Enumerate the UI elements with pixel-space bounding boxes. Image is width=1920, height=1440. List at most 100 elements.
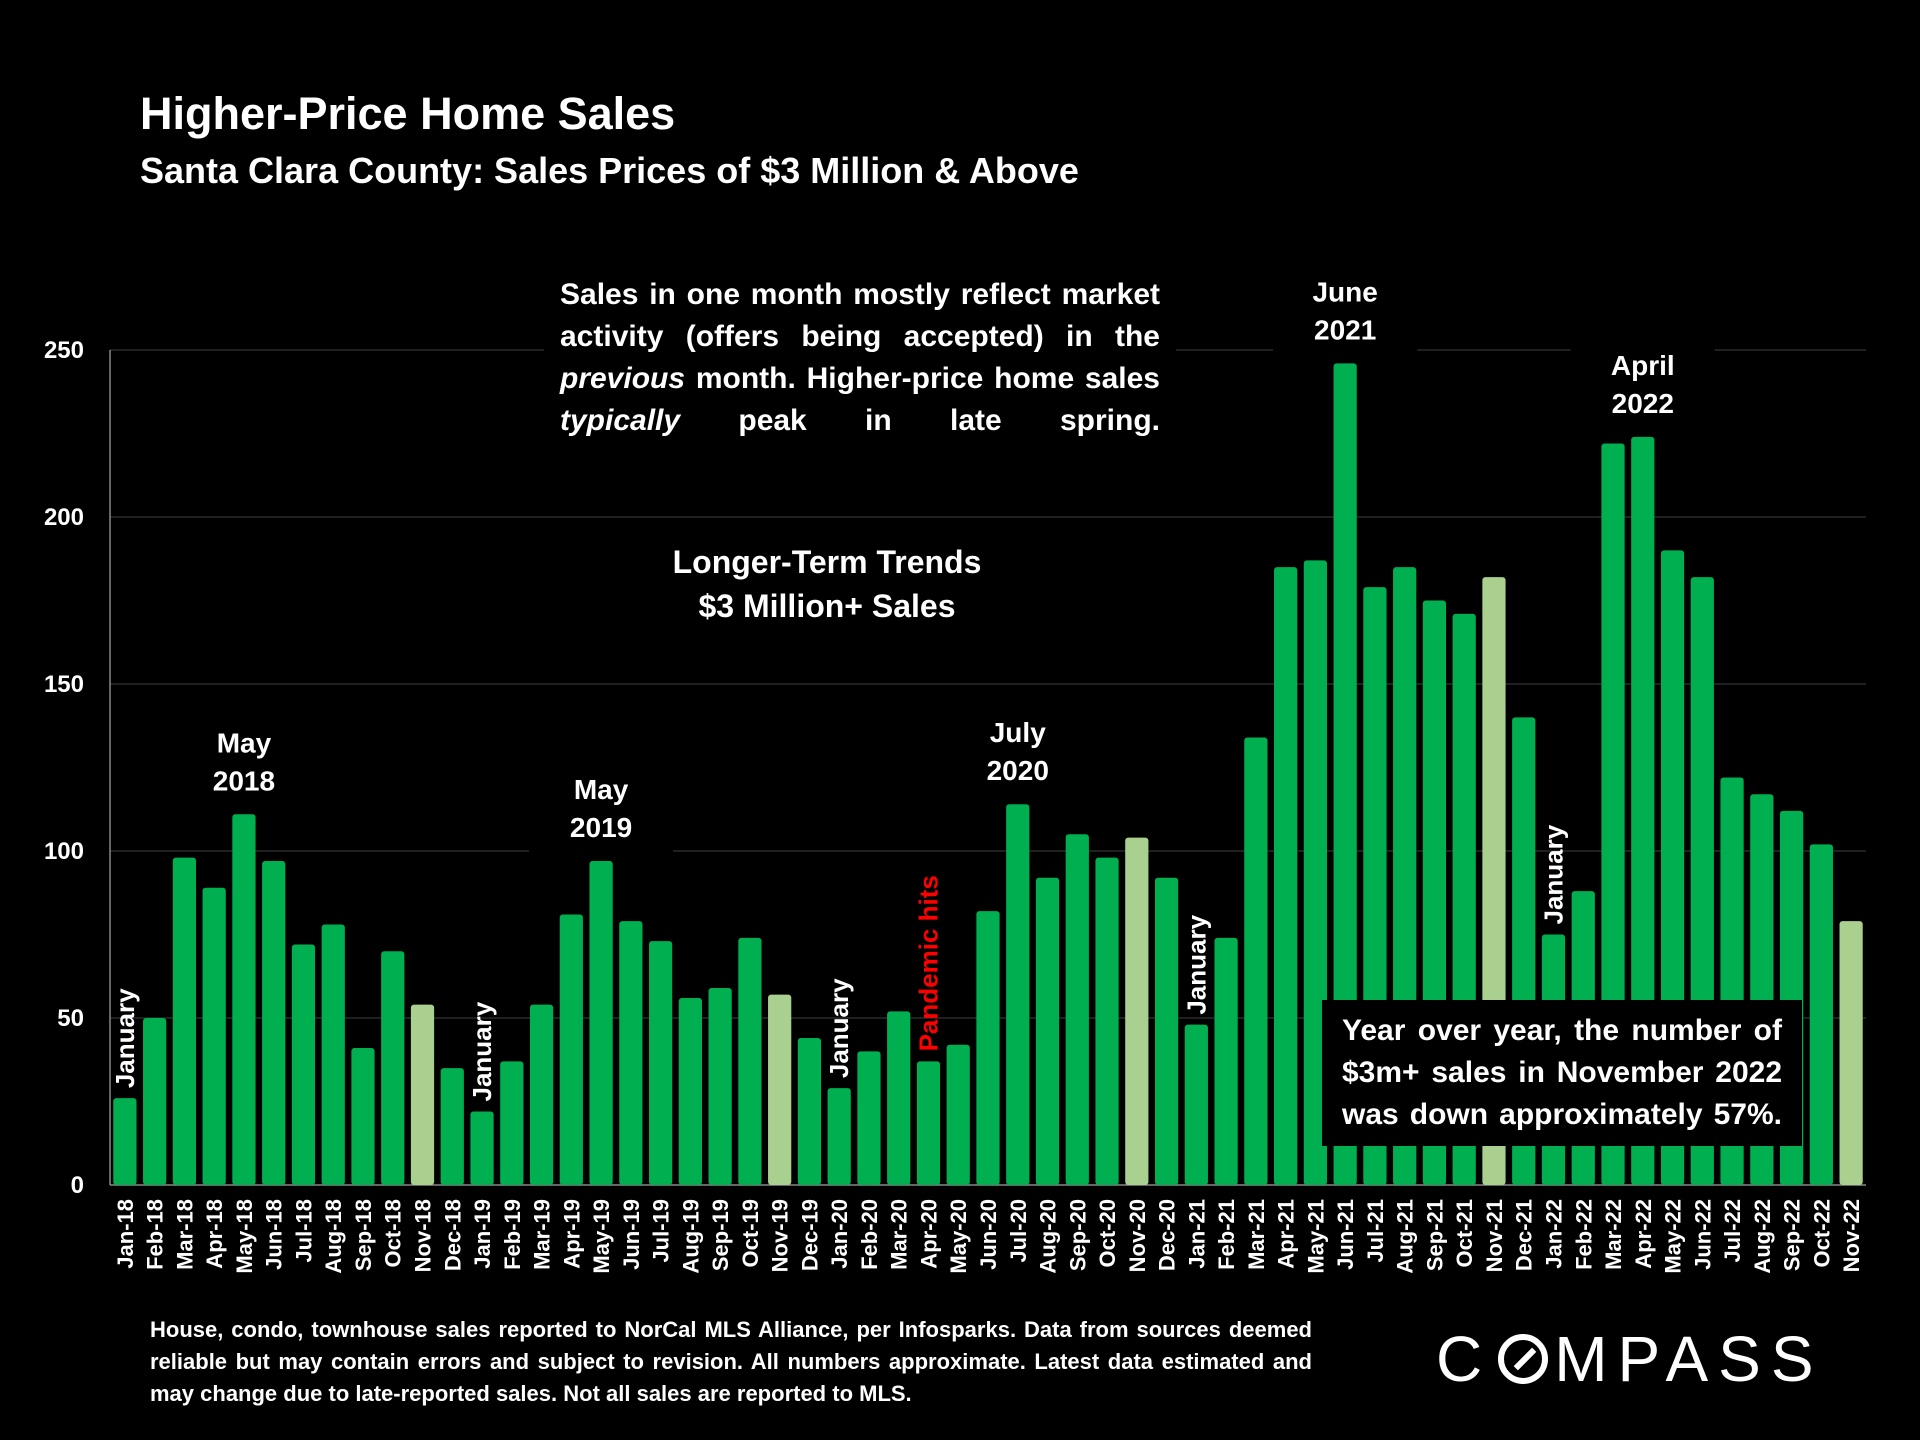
x-tick-label: Aug-19	[678, 1199, 703, 1274]
x-tick-label: Aug-22	[1750, 1199, 1775, 1274]
bar	[1601, 443, 1625, 1185]
y-tick-label: 200	[44, 504, 84, 531]
bar	[1125, 837, 1149, 1185]
x-tick-label: May-22	[1661, 1199, 1686, 1274]
x-tick-label: Nov-18	[411, 1199, 436, 1272]
bar	[708, 987, 732, 1185]
compass-logo: C MPASS	[1436, 1322, 1824, 1396]
vertical-annotation: January	[1538, 824, 1568, 924]
bar	[410, 1004, 435, 1185]
bar	[1274, 567, 1298, 1185]
x-tick-label: Jul-22	[1720, 1199, 1745, 1263]
x-tick-label: Jan-19	[470, 1199, 495, 1269]
chart-center-label: Longer-Term Trends $3 Million+ Sales	[650, 540, 1004, 628]
x-tick-label: Mar-22	[1601, 1199, 1626, 1270]
x-tick-label: May-20	[946, 1199, 971, 1274]
annotation-backing	[529, 765, 674, 854]
peak-annotation-line-2: 2020	[987, 755, 1049, 786]
bar	[738, 937, 762, 1185]
x-tick-label: Nov-19	[768, 1199, 793, 1272]
vertical-annotation: January	[824, 978, 854, 1078]
bar	[768, 994, 792, 1185]
seasonality-note: Sales in one month mostly reflect market…	[544, 270, 1176, 446]
x-tick-label: Apr-20	[916, 1199, 941, 1269]
peak-annotation-line-1: July	[990, 717, 1046, 748]
logo-text-end: MPASS	[1554, 1323, 1824, 1395]
y-tick-label: 150	[44, 671, 84, 698]
vertical-annotation: January	[467, 1001, 497, 1101]
x-tick-label: Feb-20	[857, 1199, 882, 1270]
x-tick-label: May-19	[589, 1199, 614, 1274]
y-tick-label: 50	[57, 1005, 84, 1032]
x-tick-label: Jan-21	[1184, 1199, 1209, 1269]
bar	[381, 951, 405, 1185]
x-tick-label: Mar-19	[530, 1199, 555, 1270]
source-footnote: House, condo, townhouse sales reported t…	[150, 1317, 1312, 1406]
vertical-annotation: Pandemic hits	[913, 875, 943, 1051]
peak-annotation-line-1: April	[1611, 350, 1675, 381]
x-tick-label: Apr-22	[1631, 1199, 1656, 1269]
bar	[1839, 921, 1863, 1185]
note-line-3: peak in late spring.	[680, 404, 1160, 437]
x-tick-label: Feb-19	[500, 1199, 525, 1270]
bar	[678, 997, 702, 1185]
x-tick-label: Oct-18	[381, 1199, 406, 1267]
x-tick-label: Aug-18	[321, 1199, 346, 1274]
x-tick-label: Mar-18	[172, 1199, 197, 1270]
bar	[857, 1051, 881, 1185]
x-tick-label: Apr-21	[1274, 1199, 1299, 1269]
x-tick-label: Jul-18	[291, 1199, 316, 1263]
bar	[500, 1061, 524, 1185]
x-tick-label: Jun-21	[1333, 1199, 1358, 1270]
bar	[589, 861, 613, 1185]
bar	[797, 1038, 822, 1185]
chart-subtitle: Santa Clara County: Sales Prices of $3 M…	[140, 150, 1079, 191]
note-line-2: month. Higher-price home sales	[685, 362, 1160, 395]
bar	[1184, 1024, 1208, 1185]
x-tick-label: Feb-22	[1571, 1199, 1596, 1270]
peak-annotation-line-1: May	[217, 727, 272, 758]
x-tick-label: Dec-20	[1155, 1199, 1180, 1271]
peak-annotation-line-2: 2018	[213, 765, 275, 796]
x-tick-label: Mar-21	[1244, 1199, 1269, 1270]
x-tick-label: Nov-20	[1125, 1199, 1150, 1272]
compass-o-icon	[1498, 1334, 1549, 1384]
x-tick-label: Oct-22	[1809, 1199, 1834, 1267]
annotation-backing	[171, 718, 316, 807]
bar	[143, 1018, 167, 1185]
vertical-annotation: January	[110, 988, 140, 1088]
x-tick-label: Jan-20	[827, 1199, 852, 1269]
bar	[172, 857, 197, 1185]
peak-annotation-line-2: 2021	[1314, 314, 1376, 345]
x-tick-label: Mar-20	[887, 1199, 912, 1270]
bar	[440, 1068, 464, 1185]
x-tick-label: Sep-19	[708, 1199, 733, 1271]
x-tick-label: Oct-19	[738, 1199, 763, 1267]
bar	[1631, 436, 1655, 1186]
x-tick-label: Jan-18	[113, 1199, 138, 1269]
x-tick-label: Sep-21	[1422, 1199, 1447, 1271]
x-tick-label: Jul-19	[649, 1199, 674, 1263]
bar	[916, 1061, 941, 1185]
x-tick-label: Sep-20	[1065, 1199, 1090, 1271]
bar	[976, 911, 1000, 1185]
x-tick-label: Aug-21	[1393, 1199, 1418, 1274]
bar	[232, 814, 256, 1185]
x-tick-label: May-18	[232, 1199, 257, 1274]
x-tick-label: Oct-20	[1095, 1199, 1120, 1267]
x-tick-label: Nov-22	[1839, 1199, 1864, 1272]
note-emphasis-typically: typically	[560, 404, 681, 437]
bar	[1244, 737, 1268, 1185]
x-tick-label: Sep-18	[351, 1199, 376, 1271]
x-tick-label: Jun-22	[1690, 1199, 1715, 1270]
bar	[946, 1044, 970, 1185]
bar	[827, 1088, 851, 1185]
x-tick-label: Apr-19	[559, 1199, 584, 1269]
vertical-annotation: January	[1181, 914, 1211, 1014]
annotation-backing	[1273, 267, 1418, 356]
bar	[559, 914, 583, 1185]
x-tick-label: Jun-18	[262, 1199, 287, 1270]
bar	[470, 1111, 494, 1185]
x-tick-label: Nov-21	[1482, 1199, 1507, 1272]
center-label-line-2: $3 Million+ Sales	[698, 588, 956, 624]
